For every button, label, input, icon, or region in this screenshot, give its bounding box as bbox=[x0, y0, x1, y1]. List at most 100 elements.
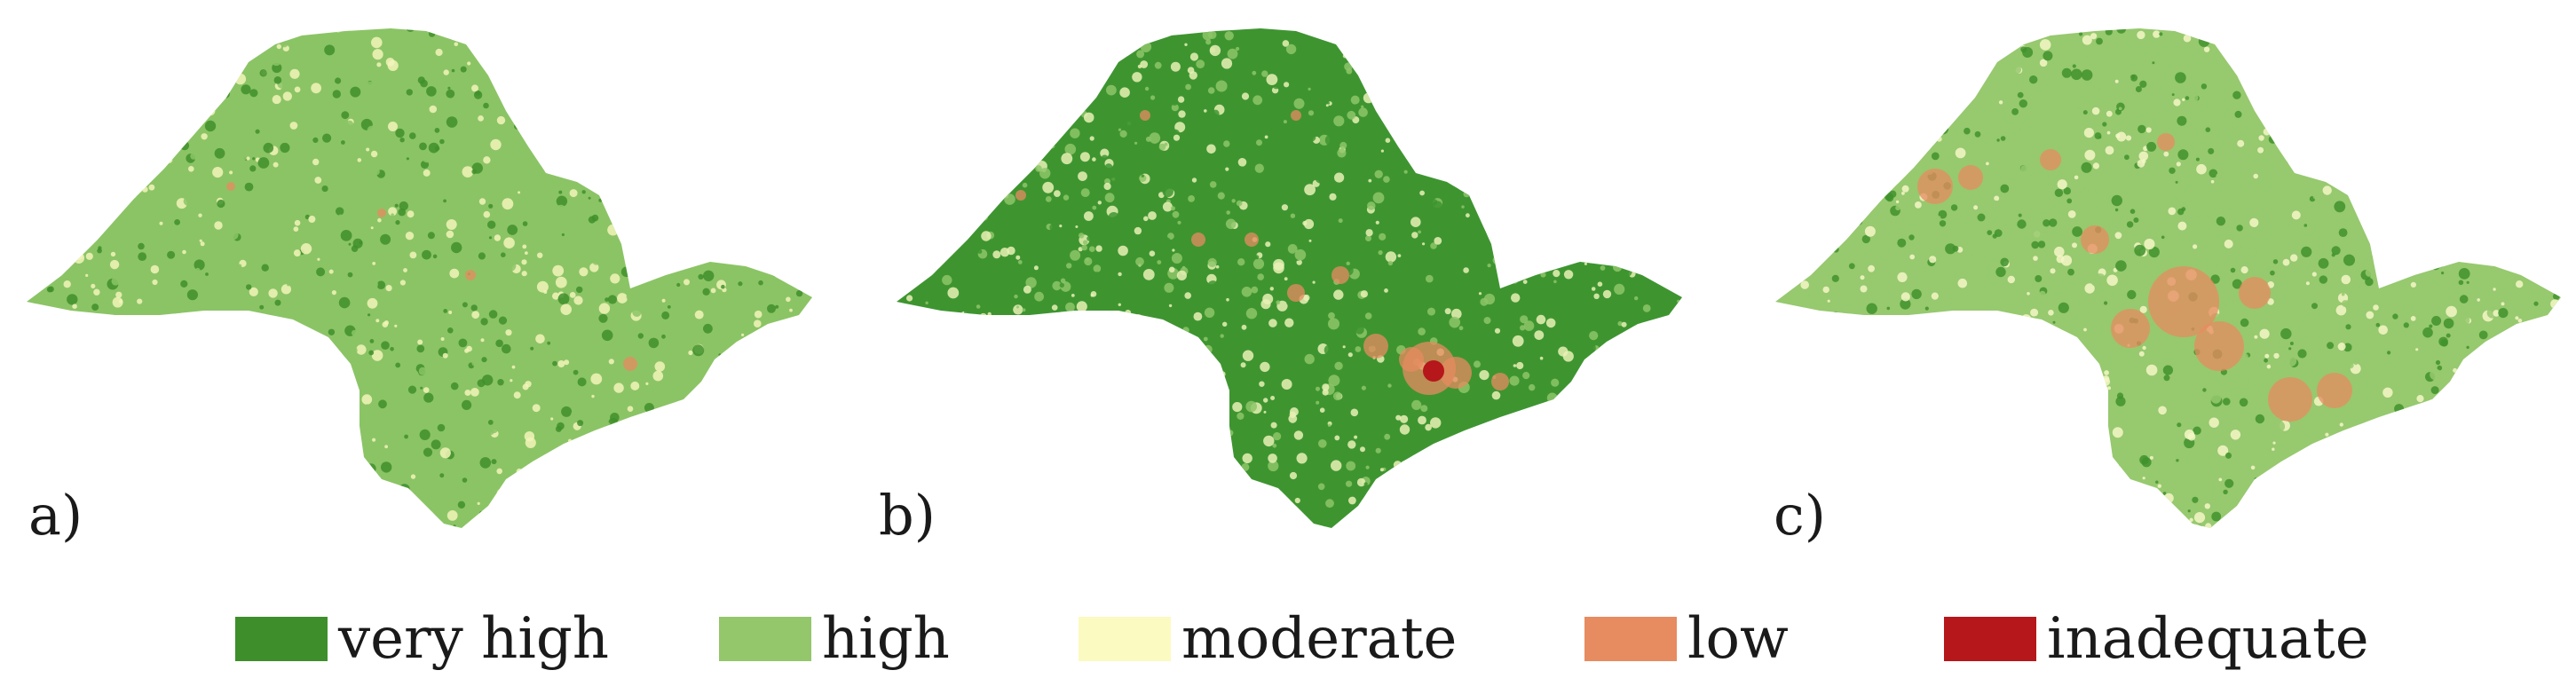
map-texture-patch bbox=[388, 122, 398, 131]
map-texture-patch bbox=[614, 455, 623, 463]
map-texture-patch bbox=[287, 283, 290, 287]
map-texture-patch bbox=[1044, 43, 1055, 53]
map-texture-patch bbox=[1834, 459, 1841, 466]
map-texture-patch bbox=[311, 83, 321, 94]
map-texture-patch bbox=[2077, 364, 2089, 375]
map-texture-patch bbox=[490, 385, 496, 391]
map-texture-patch bbox=[1379, 480, 1385, 486]
map-texture-patch bbox=[1824, 197, 1830, 203]
map-texture-patch bbox=[1545, 507, 1551, 512]
map-texture-patch bbox=[1156, 521, 1168, 528]
map-texture-patch bbox=[530, 195, 541, 206]
map-texture-patch bbox=[282, 91, 292, 101]
map-texture-patch bbox=[1347, 352, 1353, 358]
map-texture-patch bbox=[409, 132, 416, 139]
map-texture-patch bbox=[317, 376, 320, 381]
map-texture-patch bbox=[1266, 74, 1278, 85]
map-texture-patch bbox=[1204, 109, 1207, 113]
map-texture-patch bbox=[423, 387, 430, 393]
map-texture-patch bbox=[604, 531, 607, 532]
map-texture-patch bbox=[1294, 497, 1300, 504]
map-texture-patch bbox=[1420, 405, 1428, 413]
map-texture-patch bbox=[764, 399, 768, 404]
map-texture-patch bbox=[263, 142, 274, 154]
map-texture-patch bbox=[770, 451, 780, 461]
map-texture-patch bbox=[999, 64, 1002, 67]
map-texture-patch bbox=[1296, 453, 1308, 464]
map-texture-patch bbox=[560, 304, 572, 316]
map-texture-patch bbox=[1460, 223, 1465, 227]
map-texture-patch bbox=[1655, 415, 1668, 428]
map-texture-patch bbox=[2039, 59, 2048, 67]
map-texture-patch bbox=[2411, 225, 2415, 230]
map-texture-patch bbox=[2354, 361, 2358, 366]
map-texture-patch bbox=[314, 510, 321, 517]
map-texture-patch bbox=[1118, 303, 1121, 306]
map-texture-patch bbox=[1969, 390, 1977, 399]
map-texture-patch bbox=[748, 176, 761, 188]
map-texture-patch bbox=[2123, 162, 2135, 173]
map-texture-patch bbox=[953, 397, 960, 403]
map-texture-patch bbox=[2484, 40, 2493, 49]
map-texture-patch bbox=[661, 243, 670, 252]
map-texture-patch bbox=[1922, 423, 1927, 429]
map-texture-patch bbox=[250, 324, 256, 330]
map-texture-patch bbox=[225, 365, 233, 374]
map-texture-patch bbox=[1929, 256, 1937, 264]
map-texture-patch bbox=[2114, 464, 2121, 471]
map-texture-patch bbox=[1583, 369, 1589, 376]
map-texture-patch bbox=[992, 250, 1001, 259]
map-texture-patch bbox=[277, 455, 287, 466]
map-texture-patch bbox=[150, 287, 156, 293]
map-texture-patch bbox=[1948, 98, 1956, 106]
map-texture-patch bbox=[1584, 262, 1587, 265]
map-texture-patch bbox=[2196, 529, 2201, 532]
map-texture-patch bbox=[754, 319, 762, 328]
map-texture-patch bbox=[423, 169, 431, 177]
map-texture-patch bbox=[1807, 60, 1812, 64]
map-texture-patch bbox=[1149, 132, 1161, 144]
map-texture-patch bbox=[172, 310, 182, 319]
map-texture-patch bbox=[72, 89, 81, 97]
map-texture-patch bbox=[607, 31, 619, 43]
map-texture-patch bbox=[1968, 320, 1977, 329]
map-texture-patch bbox=[1000, 134, 1009, 144]
map-texture-patch bbox=[379, 500, 383, 503]
map-texture-patch bbox=[505, 391, 516, 403]
map-texture-patch bbox=[1860, 275, 1865, 280]
map-texture-patch bbox=[1237, 258, 1245, 266]
map-texture-patch bbox=[213, 230, 225, 242]
map-texture-patch bbox=[2196, 163, 2207, 175]
map-texture-patch bbox=[43, 136, 51, 144]
map-texture-patch bbox=[32, 133, 38, 138]
map-texture-patch bbox=[1544, 523, 1553, 528]
map-texture-patch bbox=[1365, 529, 1371, 533]
map-texture-patch bbox=[2550, 402, 2560, 412]
map-texture-patch bbox=[169, 526, 177, 528]
map-texture-patch bbox=[1155, 329, 1160, 334]
map-texture-patch bbox=[2044, 501, 2054, 510]
map-texture-patch bbox=[529, 525, 535, 528]
map-texture-patch bbox=[2123, 496, 2130, 503]
map-texture-patch bbox=[2480, 39, 2488, 47]
map-texture-patch bbox=[1205, 39, 1212, 45]
map-texture-patch bbox=[2216, 217, 2226, 226]
map-texture-patch bbox=[660, 516, 668, 524]
map-texture-patch bbox=[2153, 361, 2158, 367]
map-texture-patch bbox=[1913, 326, 1918, 332]
map-texture-patch bbox=[1035, 488, 1039, 492]
map-texture-patch bbox=[2192, 523, 2196, 526]
map-texture-patch bbox=[573, 83, 576, 87]
map-texture-patch bbox=[361, 379, 370, 388]
map-texture-patch bbox=[224, 329, 228, 334]
map-texture-patch bbox=[1479, 370, 1489, 381]
map-texture-patch bbox=[2534, 403, 2540, 409]
map-texture-patch bbox=[1097, 201, 1102, 205]
map-texture-patch bbox=[1875, 380, 1880, 384]
map-texture-patch bbox=[235, 151, 247, 162]
map-texture-patch bbox=[1356, 43, 1368, 55]
map-texture-patch bbox=[678, 470, 688, 480]
map-texture-patch bbox=[1263, 410, 1267, 414]
map-texture-patch bbox=[2043, 51, 2053, 61]
map-texture-patch bbox=[2148, 246, 2160, 258]
